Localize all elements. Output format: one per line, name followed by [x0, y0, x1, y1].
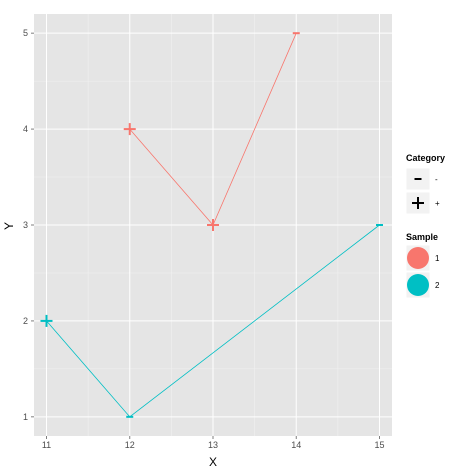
- y-tick-label: 2: [23, 316, 28, 326]
- series-2-point: [40, 314, 53, 327]
- y-axis-title: Y: [2, 222, 16, 230]
- sample-label-1: 1: [435, 254, 440, 263]
- sample-legend-title: Sample: [406, 232, 438, 242]
- sample-2-swatch: [407, 274, 429, 296]
- y-tick-label: 1: [23, 412, 28, 422]
- y-axis-ticks: 1 2 3 4 5: [23, 28, 34, 422]
- category-label-minus: -: [435, 175, 438, 184]
- x-axis-title: X: [209, 455, 217, 469]
- x-axis-ticks: 11 12 13 14 15: [42, 436, 385, 450]
- x-tick-label: 15: [375, 440, 385, 450]
- x-tick-label: 14: [291, 440, 301, 450]
- y-tick-label: 3: [23, 220, 28, 230]
- y-tick-label: 4: [23, 124, 28, 134]
- sample-1-swatch: [407, 247, 429, 269]
- category-legend: Category - +: [405, 153, 445, 215]
- sample-legend: Sample 1 2: [405, 232, 440, 299]
- data-points: [40, 32, 384, 418]
- x-tick-label: 13: [208, 440, 218, 450]
- plus-shape: [412, 197, 424, 209]
- category-label-plus: +: [435, 199, 440, 208]
- x-tick-label: 11: [42, 440, 51, 450]
- x-tick-label: 12: [125, 440, 135, 450]
- category-legend-title: Category: [406, 153, 445, 163]
- series-1-point: [123, 123, 136, 136]
- plus-shape-icon: [412, 197, 424, 209]
- series-1-point: [207, 219, 219, 231]
- sample-label-2: 2: [435, 281, 440, 290]
- y-tick-label: 5: [23, 28, 28, 38]
